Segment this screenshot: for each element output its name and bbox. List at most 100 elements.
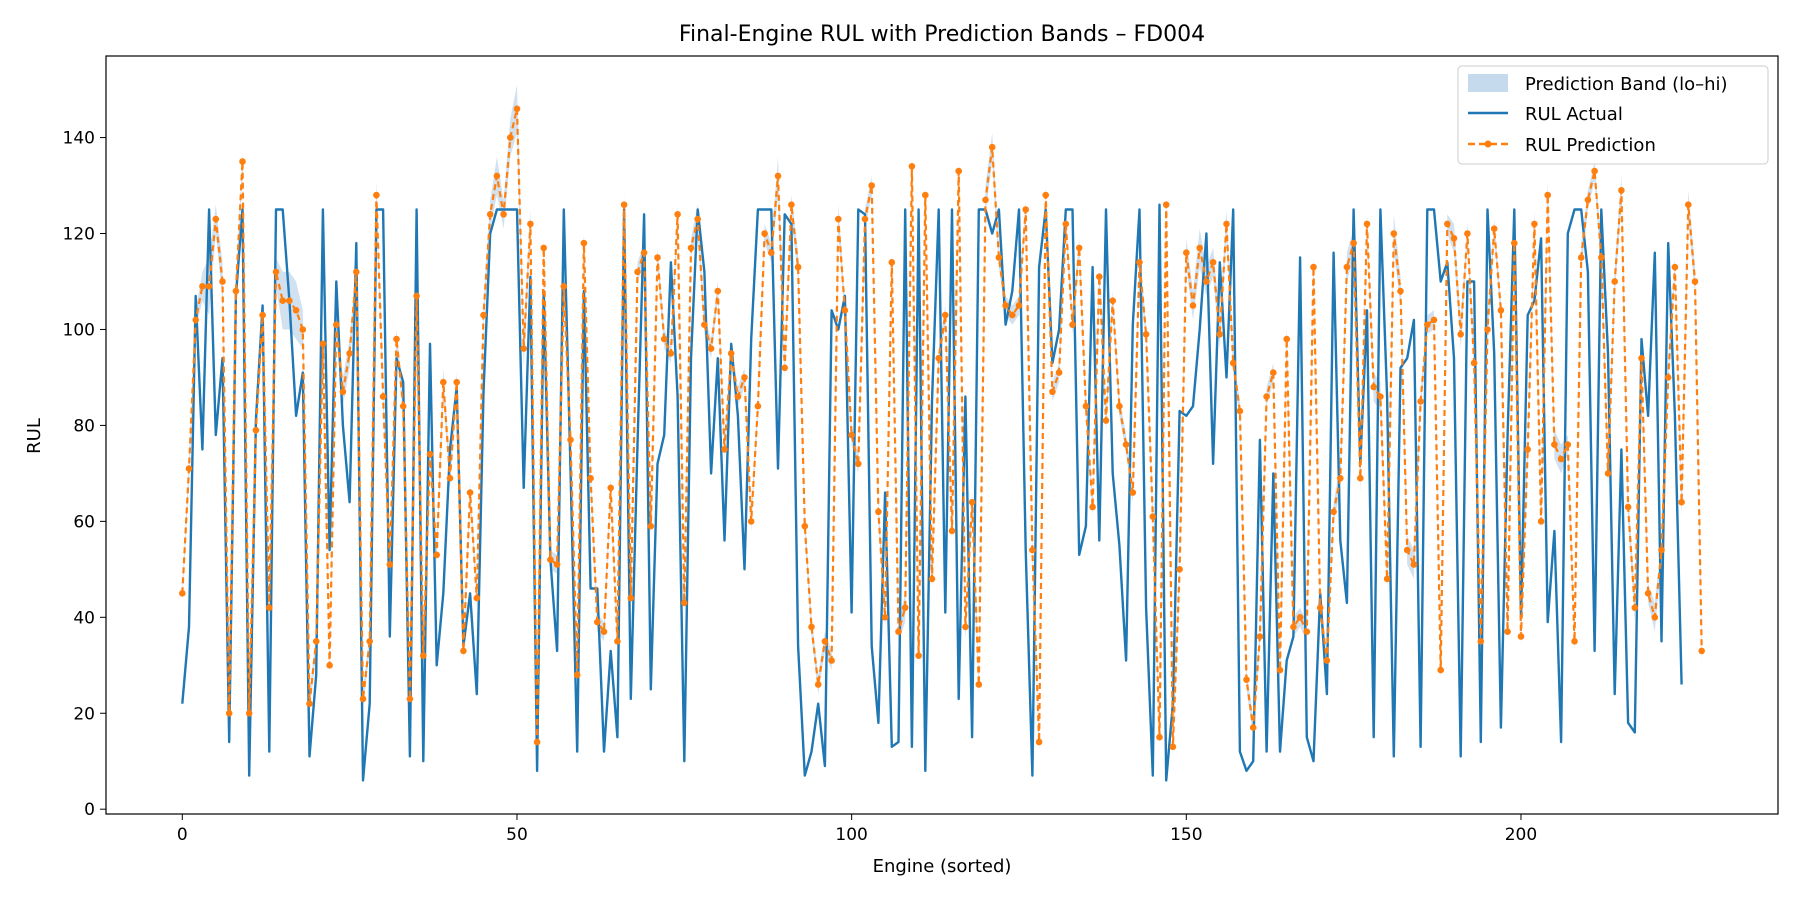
prediction-point [1296, 614, 1304, 621]
x-tick-label: 0 [177, 825, 188, 845]
prediction-point [627, 594, 635, 602]
y-tick-label: 100 [63, 320, 95, 340]
prediction-point [1015, 302, 1023, 309]
prediction-point [1209, 259, 1217, 266]
prediction-point [1577, 254, 1585, 261]
prediction-point [413, 292, 420, 300]
prediction-point [1517, 633, 1525, 640]
prediction-point [507, 134, 514, 141]
prediction-point [1229, 359, 1237, 367]
prediction-point [1424, 321, 1431, 329]
prediction-point [634, 268, 641, 276]
prediction-point [848, 431, 855, 439]
prediction-point [875, 508, 882, 516]
prediction-point [426, 450, 434, 458]
prediction-point [808, 623, 815, 631]
prediction-point [252, 426, 260, 434]
prediction-point [1504, 628, 1511, 635]
prediction-point [1410, 561, 1418, 568]
prediction-point [1685, 201, 1692, 208]
y-axis: 0 20 40 60 80 100 120 140 [63, 129, 106, 820]
y-tick-label: 60 [73, 512, 95, 532]
prediction-point [1698, 647, 1705, 655]
prediction-point [707, 345, 715, 352]
plot-area [179, 84, 1705, 782]
prediction-point [1069, 321, 1076, 329]
prediction-point [386, 561, 394, 568]
prediction-point [286, 297, 293, 305]
prediction-point [1196, 244, 1203, 252]
prediction-point [868, 182, 875, 189]
legend: Prediction Band (lo–hi) RUL Actual RUL P… [1457, 65, 1769, 165]
prediction-point [995, 254, 1003, 261]
prediction-point [513, 105, 521, 113]
prediction-point [1002, 302, 1009, 309]
prediction-point [1611, 278, 1618, 285]
prediction-point [1417, 398, 1424, 405]
prediction-point [962, 623, 969, 631]
prediction-point [1249, 724, 1257, 731]
x-axis: 0 50 100 150 200 [177, 814, 1537, 845]
prediction-point [801, 522, 809, 530]
prediction-point [1042, 191, 1049, 199]
prediction-point [1029, 546, 1036, 554]
prediction-point [1169, 743, 1177, 751]
prediction-point [1390, 230, 1398, 237]
prediction-point [433, 551, 441, 559]
legend-band-label: Prediction Band (lo–hi) [1525, 74, 1728, 95]
prediction-point [453, 378, 461, 386]
prediction-point [600, 628, 608, 635]
prediction-point [225, 710, 233, 717]
prediction-point [881, 614, 889, 621]
prediction-point [1377, 393, 1384, 400]
prediction-point [185, 465, 193, 472]
prediction-point [1564, 441, 1572, 448]
prediction-point [835, 215, 842, 223]
prediction-point [841, 307, 849, 314]
prediction-point [573, 671, 581, 679]
prediction-point [1551, 441, 1558, 448]
prediction-point [527, 220, 534, 228]
prediction-point [1323, 657, 1331, 664]
prediction-point [1618, 187, 1625, 194]
prediction-point [988, 143, 996, 151]
prediction-point [587, 474, 594, 482]
prediction-point [1270, 369, 1277, 376]
prediction-point [1444, 220, 1451, 228]
legend-prediction-marker [1484, 140, 1492, 148]
prediction-point [1062, 220, 1070, 228]
prediction-point [580, 239, 588, 247]
prediction-point [1450, 235, 1458, 242]
prediction-point [1430, 316, 1438, 324]
prediction-point [1049, 388, 1056, 396]
prediction-point [399, 402, 407, 410]
prediction-point [1116, 402, 1123, 410]
prediction-point [915, 652, 922, 659]
prediction-point [1075, 244, 1083, 252]
prediction-point [179, 590, 186, 597]
prediction-point [814, 681, 822, 688]
prediction-point [1470, 359, 1478, 367]
prediction-point [1276, 666, 1284, 674]
prediction-point [922, 191, 929, 199]
prediction-point [420, 652, 427, 659]
prediction-point [480, 311, 487, 319]
prediction-point [1256, 633, 1264, 640]
prediction-point [1203, 278, 1210, 285]
prediction-point [1136, 259, 1143, 266]
prediction-point [1383, 575, 1391, 583]
prediction-point [473, 594, 481, 602]
prediction-point [1337, 474, 1344, 482]
prediction-point [1537, 518, 1545, 525]
prediction-point [1350, 239, 1357, 247]
prediction-point [781, 364, 788, 372]
prediction-point [1109, 297, 1116, 305]
prediction-point [466, 489, 474, 496]
prediction-point [948, 527, 956, 535]
prediction-point [935, 354, 942, 362]
prediction-point [1457, 331, 1464, 338]
legend-box [1457, 65, 1769, 165]
prediction-point [647, 522, 655, 530]
prediction-point [1624, 503, 1632, 511]
prediction-point [1022, 206, 1029, 213]
